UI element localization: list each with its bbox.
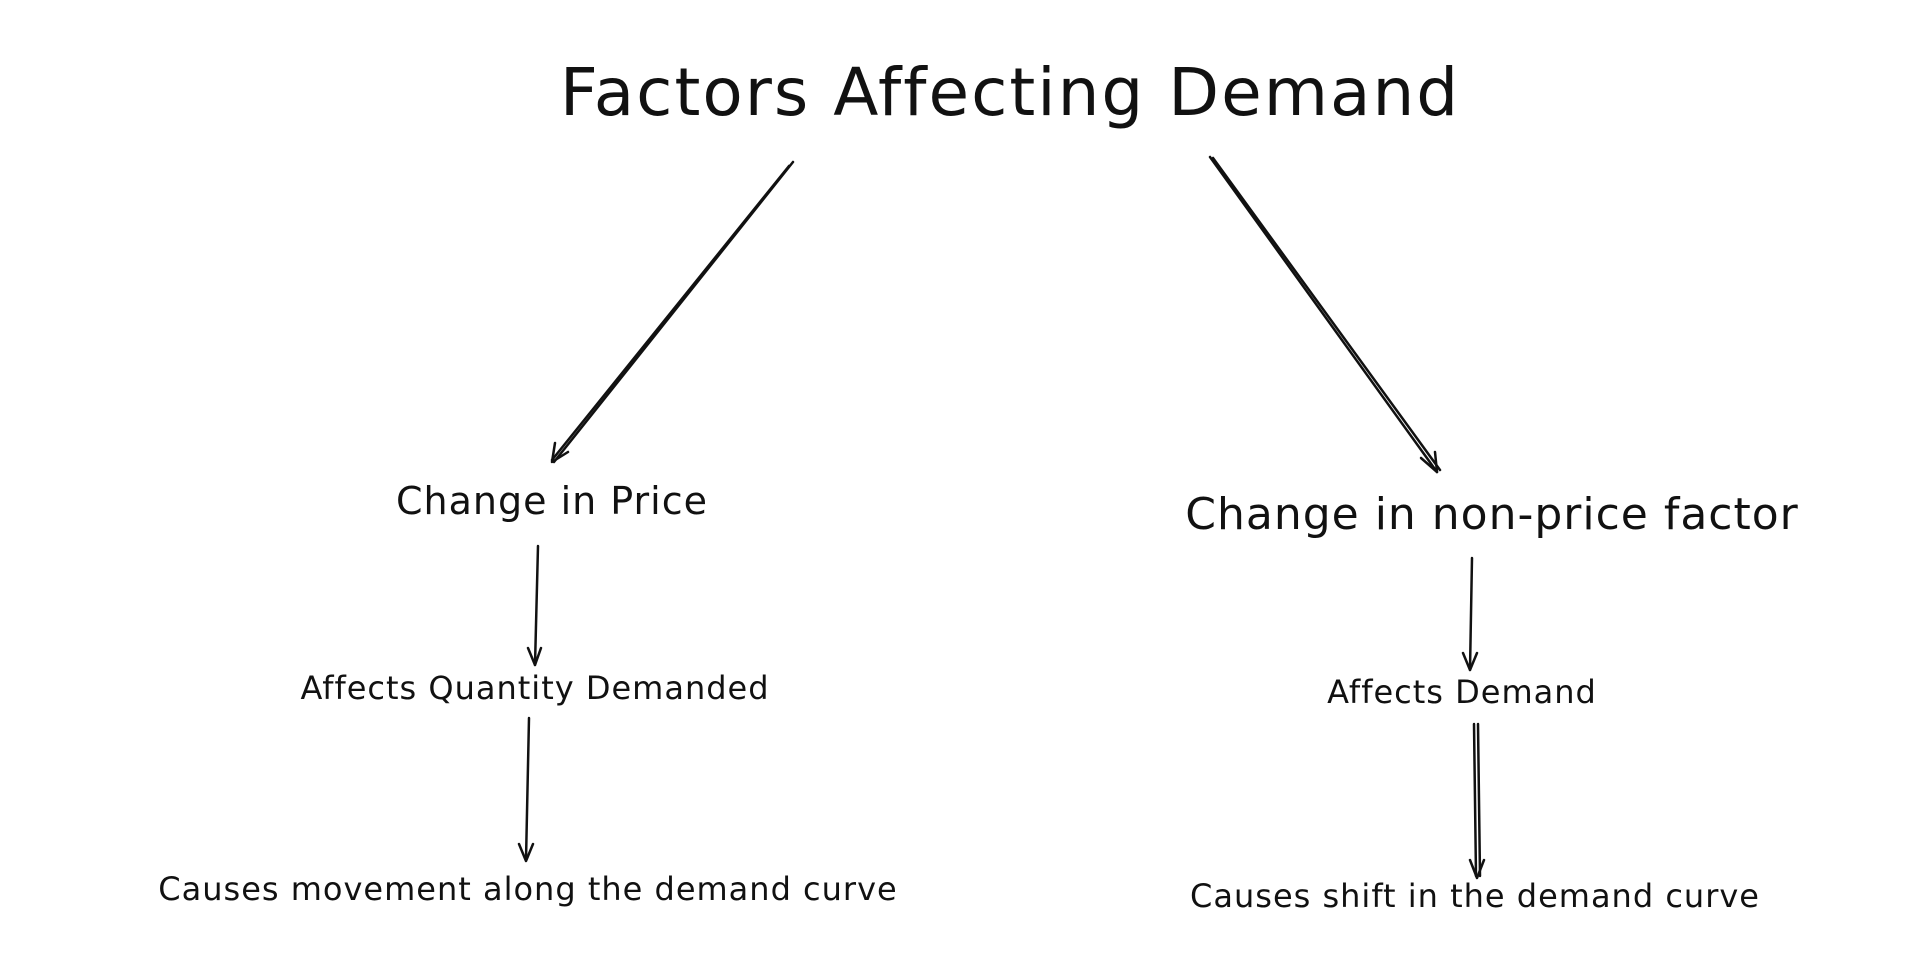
arrow-title-to-nonprice — [1208, 155, 1442, 474]
diagram-title: Factors Affecting Demand — [559, 54, 1461, 131]
node-change-in-price: Change in Price — [396, 479, 708, 523]
arrow-nonprice-to-demand — [1461, 556, 1479, 672]
node-affects-quantity-demanded: Affects Quantity Demanded — [300, 669, 770, 707]
arrow-price-to-quantity — [526, 544, 543, 667]
node-change-in-non-price-factor: Change in non-price factor — [1185, 489, 1799, 540]
arrow-quantity-to-movement — [517, 716, 535, 863]
arrow-title-to-price — [550, 160, 795, 464]
node-affects-demand: Affects Demand — [1327, 673, 1597, 711]
node-causes-shift: Causes shift in the demand curve — [1190, 877, 1760, 915]
node-causes-movement: Causes movement along the demand curve — [158, 870, 898, 908]
arrow-demand-to-shift — [1468, 722, 1486, 880]
